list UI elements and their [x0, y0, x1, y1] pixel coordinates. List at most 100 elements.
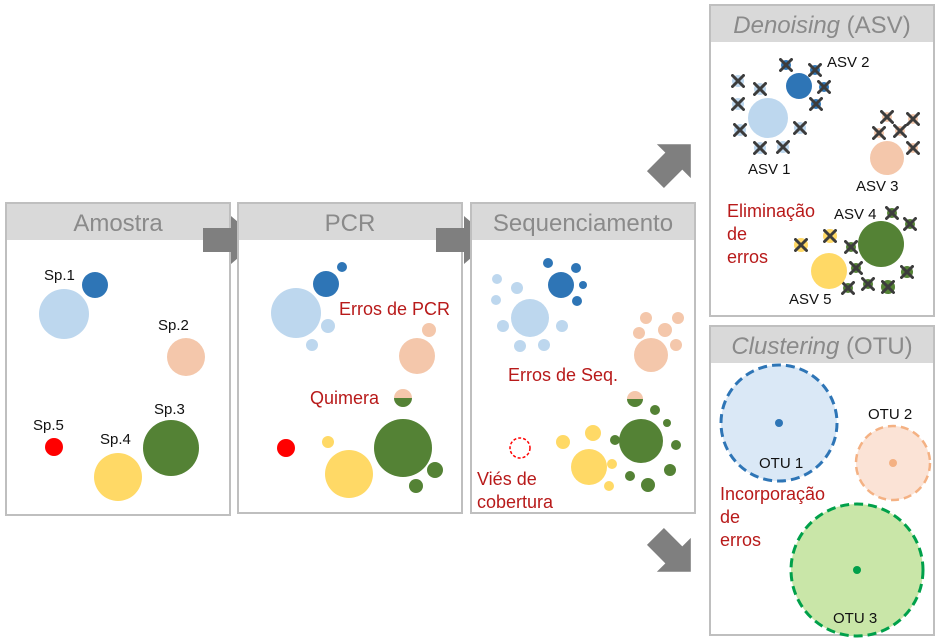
sp5-circle — [45, 438, 63, 456]
label-sp4: Sp.4 — [100, 431, 131, 448]
asv3-rejected-errors — [872, 110, 920, 155]
asv5-circle — [811, 253, 847, 289]
denoising-note-3: erros — [727, 247, 768, 267]
sp3-circle — [143, 420, 199, 476]
label-coverage-bias-2: cobertura — [477, 492, 554, 512]
label-pcr-errors: Erros de PCR — [339, 299, 450, 319]
sp1-dot — [548, 272, 574, 298]
sp4-circle — [325, 450, 373, 498]
label-otu1: OTU 1 — [759, 455, 803, 472]
otu3-centroid — [853, 566, 861, 574]
denoising-note-2: de — [727, 224, 747, 244]
sp2-error-dot — [633, 327, 645, 339]
chimera-icon — [627, 391, 643, 407]
sp2-error-dot — [672, 312, 684, 324]
otu2-centroid — [889, 459, 897, 467]
asv2-rejected-errors — [779, 58, 831, 111]
label-asv3: ASV 3 — [856, 178, 899, 195]
asv3-circle — [870, 141, 904, 175]
sp1-error-dot — [538, 339, 550, 351]
sp3-error-dot — [641, 478, 655, 492]
chimera-icon — [394, 389, 412, 407]
asv2-dot — [786, 73, 812, 99]
denoising-note-1: Eliminação — [727, 201, 815, 221]
panel-denoising: Denoising (ASV) ASV 1 ASV 2 ASV 3 — [709, 4, 935, 317]
arrow-up-right — [646, 144, 691, 189]
panel-amostra: Amostra Sp.1 Sp.2 Sp.5 Sp.3 Sp.4 — [5, 202, 231, 516]
sp1-error-dot — [491, 295, 501, 305]
panel-title-sequencing: Sequenciamento — [493, 210, 673, 237]
sp1-error-dot — [572, 296, 582, 306]
sp1-error-dot — [579, 281, 587, 289]
sp1-error-dot — [497, 320, 509, 332]
sp1-error-dot — [543, 258, 553, 268]
arrow-down-right — [646, 527, 691, 572]
sp1-error-dot — [492, 274, 502, 284]
sp1-dot — [82, 272, 108, 298]
sp4-circle — [94, 453, 142, 501]
otu1-centroid — [775, 419, 783, 427]
sp4-error-dot — [604, 481, 614, 491]
sp5-circle — [277, 439, 295, 457]
panel-pcr: PCR Erros de PCR Quimera — [237, 202, 463, 514]
label-asv5: ASV 5 — [789, 291, 832, 308]
sp3-error-dot — [663, 419, 671, 427]
sp3-error-dot — [650, 405, 660, 415]
asv5-rejected-errors — [794, 229, 837, 252]
sp3-error-dot — [671, 440, 681, 450]
label-chimera: Quimera — [310, 388, 380, 408]
label-otu3: OTU 3 — [833, 610, 877, 627]
sp4-error-dot — [556, 435, 570, 449]
label-sp5: Sp.5 — [33, 417, 64, 434]
asv4-rejected-errors — [841, 206, 917, 295]
asv1-circle — [748, 98, 788, 138]
sp3-error-dot — [664, 464, 676, 476]
sp3-circle — [619, 419, 663, 463]
sp2-error-dot — [422, 323, 436, 337]
asv4-circle — [858, 221, 904, 267]
label-otu2: OTU 2 — [868, 406, 912, 423]
label-seq-errors: Erros de Seq. — [508, 365, 618, 385]
sp1-error-dot — [514, 340, 526, 352]
label-coverage-bias-1: Viés de — [477, 469, 537, 489]
panel-title-denoising: Denoising (ASV) — [733, 12, 910, 39]
sp1-light-circle — [271, 288, 321, 338]
label-asv1: ASV 1 — [748, 161, 791, 178]
sp2-error-dot — [658, 323, 672, 337]
sp4-error-dot — [322, 436, 334, 448]
clustering-note-1: Incorporação — [720, 484, 825, 504]
clustering-note-3: erros — [720, 530, 761, 550]
panel-clustering: Clustering (OTU) OTU 1 OTU 2 OTU 3 Incor… — [709, 325, 935, 638]
sp2-circle — [399, 338, 435, 374]
sp1-error-dot — [556, 320, 568, 332]
label-sp2: Sp.2 — [158, 317, 189, 334]
sp1-error-dot — [306, 339, 318, 351]
sp1-error-dot — [321, 319, 335, 333]
asv1-rejected-errors — [731, 74, 807, 155]
label-asv2: ASV 2 — [827, 54, 870, 71]
sp1-error-dot — [571, 263, 581, 273]
sp3-error-dot — [427, 462, 443, 478]
label-sp1: Sp.1 — [44, 267, 75, 284]
panel-title-pcr: PCR — [325, 210, 376, 237]
panel-sequencing: Sequenciamento Erros de Seq. Viés de cob… — [470, 202, 696, 514]
sp3-error-dot — [409, 479, 423, 493]
sp2-error-dot — [640, 312, 652, 324]
panel-title-clustering: Clustering (OTU) — [731, 333, 912, 360]
sp2-circle — [634, 338, 668, 372]
sp2-error-dot — [670, 339, 682, 351]
sp2-circle — [167, 338, 205, 376]
sp4-circle — [571, 449, 607, 485]
sp4-error-dot — [607, 459, 617, 469]
sp1-error-dot — [337, 262, 347, 272]
panel-title-amostra: Amostra — [73, 210, 163, 237]
missing-sp5-circle — [509, 437, 531, 459]
clustering-note-2: de — [720, 507, 740, 527]
sp4-error-dot — [585, 425, 601, 441]
sp1-light-circle — [39, 289, 89, 339]
label-asv4: ASV 4 — [834, 206, 877, 223]
label-sp3: Sp.3 — [154, 401, 185, 418]
sp3-error-dot — [625, 471, 635, 481]
sp1-error-dot — [511, 282, 523, 294]
sp3-error-dot — [610, 435, 620, 445]
